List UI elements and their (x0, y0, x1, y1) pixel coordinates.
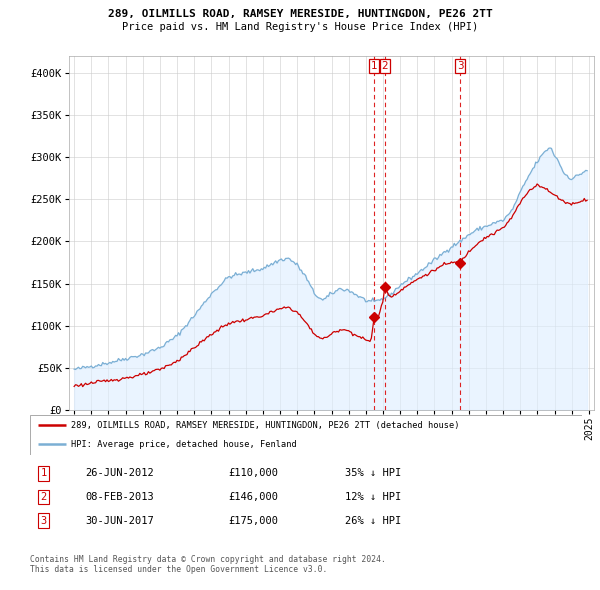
Text: 08-FEB-2013: 08-FEB-2013 (85, 492, 154, 502)
Text: 289, OILMILLS ROAD, RAMSEY MERESIDE, HUNTINGDON, PE26 2TT: 289, OILMILLS ROAD, RAMSEY MERESIDE, HUN… (107, 9, 493, 19)
Text: 2: 2 (382, 61, 388, 71)
Text: This data is licensed under the Open Government Licence v3.0.: This data is licensed under the Open Gov… (30, 565, 328, 574)
Text: £146,000: £146,000 (229, 492, 279, 502)
Text: 3: 3 (41, 516, 47, 526)
Text: Price paid vs. HM Land Registry's House Price Index (HPI): Price paid vs. HM Land Registry's House … (122, 22, 478, 32)
Text: 26-JUN-2012: 26-JUN-2012 (85, 468, 154, 478)
Text: Contains HM Land Registry data © Crown copyright and database right 2024.: Contains HM Land Registry data © Crown c… (30, 555, 386, 563)
Text: £175,000: £175,000 (229, 516, 279, 526)
Text: 35% ↓ HPI: 35% ↓ HPI (344, 468, 401, 478)
Text: HPI: Average price, detached house, Fenland: HPI: Average price, detached house, Fenl… (71, 440, 297, 449)
Text: 1: 1 (41, 468, 47, 478)
Text: 1: 1 (371, 61, 377, 71)
Text: 12% ↓ HPI: 12% ↓ HPI (344, 492, 401, 502)
Text: 2: 2 (41, 492, 47, 502)
Text: £110,000: £110,000 (229, 468, 279, 478)
Text: 26% ↓ HPI: 26% ↓ HPI (344, 516, 401, 526)
Text: 30-JUN-2017: 30-JUN-2017 (85, 516, 154, 526)
Text: 3: 3 (457, 61, 463, 71)
Text: 289, OILMILLS ROAD, RAMSEY MERESIDE, HUNTINGDON, PE26 2TT (detached house): 289, OILMILLS ROAD, RAMSEY MERESIDE, HUN… (71, 421, 460, 430)
